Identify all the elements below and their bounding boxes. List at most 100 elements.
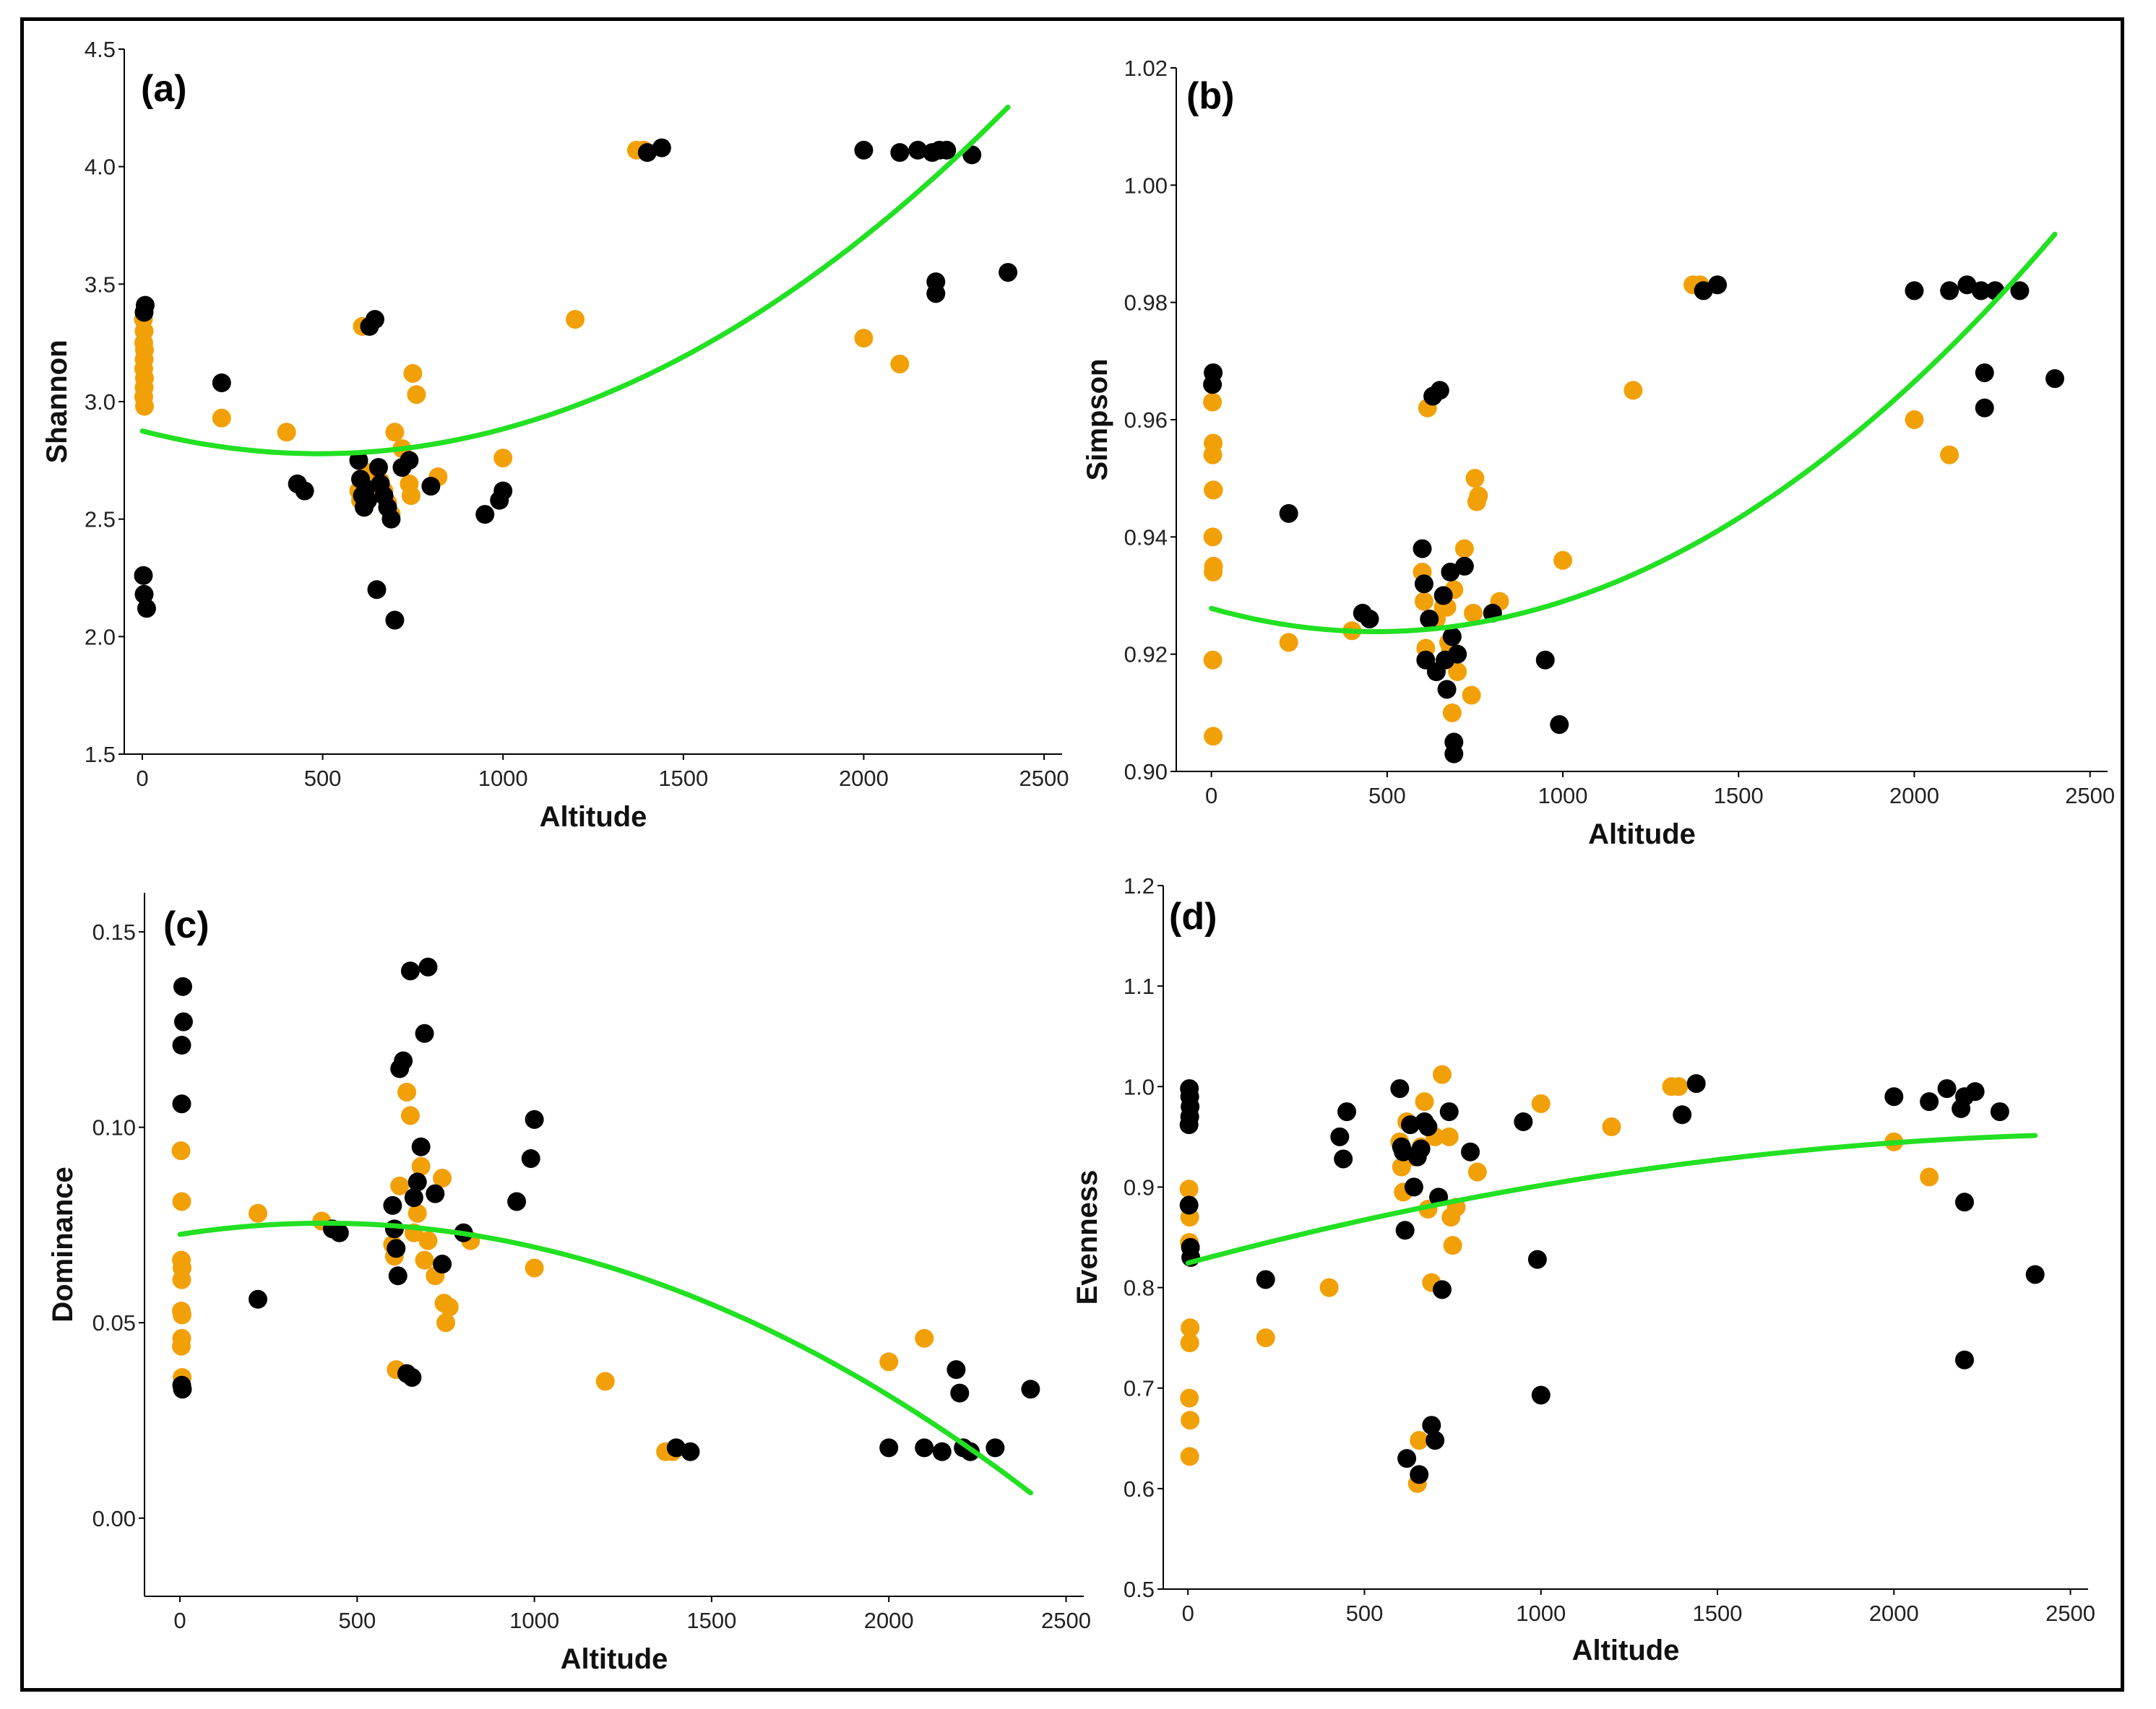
- data-point-orange: [1469, 486, 1488, 506]
- data-point-black: [1965, 1082, 1985, 1102]
- data-point-orange: [1553, 550, 1573, 570]
- data-point-black: [937, 140, 957, 160]
- data-point-black: [1940, 281, 1959, 300]
- data-point-black: [426, 1184, 445, 1203]
- data-point-black: [1279, 503, 1298, 523]
- data-point-orange: [1432, 1065, 1452, 1084]
- panel-label: (b): [1186, 75, 1234, 117]
- data-point-black: [1410, 1465, 1429, 1484]
- data-point-black: [1426, 1431, 1445, 1450]
- x-tick-label: 2500: [1019, 766, 1069, 791]
- data-point-orange: [1203, 650, 1223, 670]
- data-point-black: [1441, 563, 1460, 582]
- data-point-orange: [1920, 1167, 1939, 1187]
- data-point-black: [134, 584, 154, 604]
- y-axis-label: Shannon: [41, 339, 73, 463]
- data-point-black: [172, 1094, 191, 1114]
- data-point-black: [2045, 369, 2065, 389]
- data-point-black: [134, 566, 153, 585]
- data-point-black: [932, 1442, 952, 1461]
- data-point-orange: [1624, 381, 1643, 400]
- data-point-black: [1413, 539, 1432, 558]
- data-point-orange: [134, 397, 154, 416]
- x-tick-label: 1000: [509, 1608, 559, 1633]
- x-tick-label: 0: [173, 1608, 186, 1633]
- data-point-orange: [879, 1352, 899, 1372]
- data-point-black: [1179, 1195, 1199, 1215]
- panel-label: (c): [163, 904, 210, 946]
- data-point-black: [1957, 275, 1977, 295]
- data-point-orange: [408, 1203, 427, 1223]
- x-tick-label: 2000: [839, 766, 889, 791]
- data-point-orange: [401, 486, 421, 506]
- data-point-black: [1461, 1142, 1480, 1161]
- x-tick-label: 2500: [1041, 1608, 1091, 1633]
- data-point-black: [1397, 1449, 1417, 1468]
- y-tick-label: 0.7: [1124, 1376, 1155, 1401]
- data-point-black: [383, 1195, 402, 1215]
- data-point-black: [394, 1051, 413, 1070]
- data-point-black: [137, 599, 156, 618]
- data-point-black: [329, 1223, 349, 1242]
- y-tick-label: 3.5: [85, 272, 116, 297]
- panel-label: (a): [141, 68, 187, 110]
- x-tick-label: 1000: [1538, 783, 1588, 808]
- data-point-black: [681, 1442, 700, 1461]
- fit-curve: [1209, 231, 2058, 635]
- data-point-black: [173, 1380, 192, 1399]
- data-point-orange: [854, 329, 874, 348]
- x-tick-label: 2000: [1889, 783, 1939, 808]
- data-point-black: [1360, 609, 1379, 628]
- data-point-black: [652, 138, 671, 157]
- data-point-black: [1422, 1416, 1441, 1435]
- chart-panel-1: 0 500 1000 1500 2000 2500 0.90 0.92 0.94 0.96 0.98…: [1082, 56, 2115, 850]
- data-point-black: [173, 1012, 193, 1031]
- data-point-black: [1905, 281, 1924, 300]
- data-point-black: [404, 1188, 423, 1208]
- data-point-black: [1975, 398, 1994, 417]
- data-point-orange: [1179, 1180, 1199, 1199]
- y-tick-label: 0.5: [1124, 1577, 1155, 1602]
- data-point-black: [475, 505, 495, 524]
- y-tick-label: 0.05: [92, 1310, 136, 1336]
- x-tick-label: 2000: [1869, 1601, 1919, 1626]
- data-point-orange: [1181, 1411, 1200, 1430]
- data-point-black: [926, 284, 946, 303]
- data-point-black: [135, 295, 155, 315]
- y-tick-label: 1.5: [85, 742, 116, 767]
- data-point-orange: [1669, 1077, 1689, 1096]
- data-point-black: [1330, 1127, 1350, 1146]
- data-point-orange: [385, 423, 405, 442]
- data-point-orange: [1180, 1388, 1199, 1408]
- data-point-black: [381, 509, 401, 529]
- data-point-orange: [212, 408, 231, 428]
- data-point-black: [1414, 574, 1433, 594]
- x-tick-label: 1500: [1714, 783, 1764, 808]
- data-point-orange: [1256, 1328, 1275, 1348]
- x-tick-label: 500: [1368, 783, 1406, 808]
- y-tick-label: 0.94: [1124, 524, 1168, 550]
- x-axis-label: Altitude: [540, 801, 647, 833]
- data-point-black: [385, 610, 405, 630]
- data-point-orange: [1905, 410, 1924, 429]
- data-point-black: [368, 458, 388, 477]
- x-tick-label: 1500: [686, 1608, 736, 1633]
- data-point-black: [507, 1192, 527, 1211]
- data-point-black: [433, 1255, 452, 1274]
- data-point-orange: [403, 363, 423, 383]
- data-point-orange: [1531, 1094, 1551, 1113]
- x-axis-label: Altitude: [561, 1643, 668, 1675]
- data-point-black: [411, 1137, 431, 1156]
- data-point-orange: [1940, 445, 1959, 464]
- data-point-black: [358, 490, 377, 510]
- data-point-orange: [1319, 1278, 1339, 1297]
- data-point-black: [1418, 1117, 1438, 1136]
- y-tick-label: 0.8: [1124, 1276, 1155, 1301]
- data-point-black: [1394, 1142, 1413, 1161]
- x-tick-label: 0: [136, 766, 148, 791]
- data-point-orange: [1181, 1318, 1200, 1338]
- data-point-black: [999, 263, 1018, 282]
- data-point-black: [1404, 1177, 1423, 1197]
- y-tick-label: 4.0: [85, 155, 116, 180]
- figure-frame: [20, 17, 2124, 1692]
